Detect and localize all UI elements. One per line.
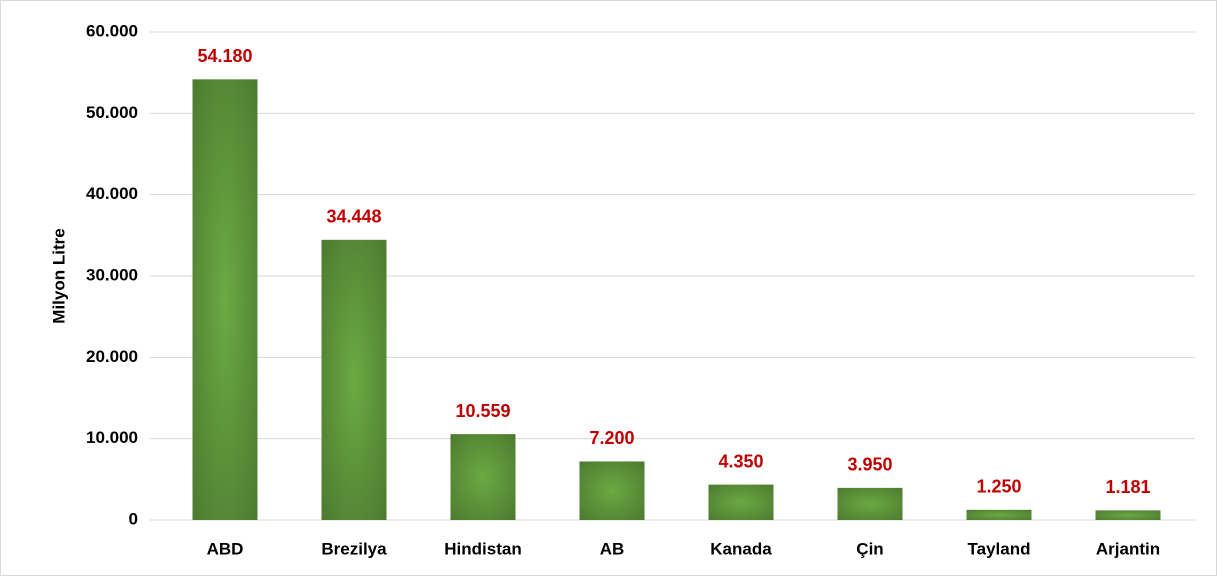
y-tick-label: 60.000 xyxy=(86,21,138,40)
y-tick-label: 40.000 xyxy=(86,184,138,203)
x-tick-label: AB xyxy=(600,539,625,558)
y-tick-label: 20.000 xyxy=(86,347,138,366)
y-tick-label: 0 xyxy=(129,509,138,528)
bar xyxy=(192,79,258,520)
y-tick-label: 50.000 xyxy=(86,103,138,122)
data-label: 34.448 xyxy=(326,207,381,227)
data-label: 54.180 xyxy=(197,46,252,66)
data-label: 3.950 xyxy=(847,455,892,475)
bar xyxy=(450,434,516,520)
x-tick-label: Arjantin xyxy=(1096,539,1160,558)
x-tick-label: Brezilya xyxy=(321,539,387,558)
x-tick-label: Tayland xyxy=(968,539,1031,558)
y-axis-label: Milyon Litre xyxy=(49,228,68,323)
data-label: 7.200 xyxy=(589,428,634,448)
bar xyxy=(708,484,774,520)
bar xyxy=(321,239,387,520)
bar xyxy=(1095,510,1161,520)
data-label: 10.559 xyxy=(455,401,510,421)
data-label: 1.250 xyxy=(976,477,1021,497)
y-tick-label: 30.000 xyxy=(86,265,138,284)
data-label: 4.350 xyxy=(718,451,763,471)
y-tick-label: 10.000 xyxy=(86,428,138,447)
data-label: 1.181 xyxy=(1105,477,1150,497)
bar xyxy=(837,487,903,520)
bar xyxy=(966,509,1032,520)
x-tick-label: ABD xyxy=(207,539,244,558)
x-tick-label: Çin xyxy=(856,539,883,558)
bar xyxy=(579,461,645,520)
x-tick-label: Kanada xyxy=(710,539,772,558)
x-tick-label: Hindistan xyxy=(444,539,521,558)
